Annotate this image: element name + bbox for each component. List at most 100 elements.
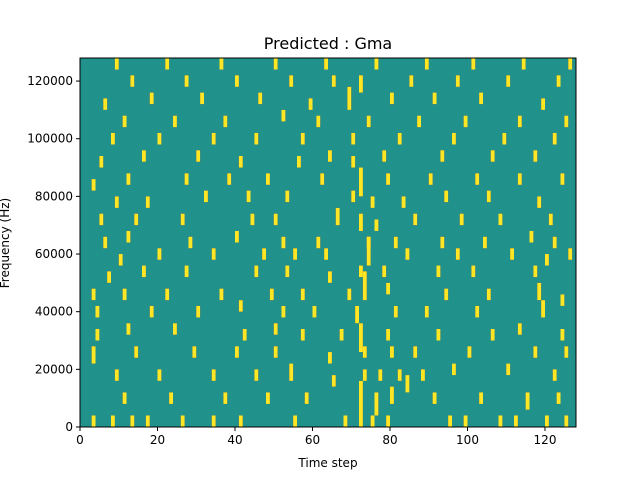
high-cell-207 (289, 75, 294, 87)
high-cell-183 (552, 132, 557, 145)
high-cell-138 (498, 213, 503, 226)
high-cell-51 (390, 346, 394, 358)
high-cell-71 (196, 305, 201, 318)
high-cell-56 (95, 328, 100, 341)
high-cell-46 (192, 346, 197, 358)
chart-title: Predicted : Gma (264, 34, 392, 53)
high-cell-78 (475, 305, 480, 318)
high-cell-74 (312, 305, 317, 318)
high-cell-73 (281, 305, 286, 318)
high-cell-191 (463, 115, 468, 128)
y-tick-label-2: 40000 (35, 305, 73, 319)
high-value-cells (91, 58, 573, 427)
high-cell-93 (107, 271, 112, 283)
high-cell-0 (91, 415, 96, 427)
high-cell-152 (126, 173, 131, 185)
high-cell-95 (184, 265, 189, 278)
high-cell-208 (331, 75, 336, 87)
high-cell-112 (455, 248, 460, 260)
high-cell-180 (397, 132, 402, 145)
high-cell-68 (560, 328, 565, 341)
high-cell-13 (463, 415, 468, 427)
high-cell-82 (165, 288, 170, 301)
high-cell-120 (281, 236, 286, 249)
high-cell-218 (324, 58, 329, 70)
high-cell-170 (382, 150, 387, 162)
high-cell-113 (510, 248, 515, 260)
high-cell-189 (366, 115, 371, 128)
high-cell-55 (564, 346, 569, 358)
high-cell-48 (273, 346, 278, 358)
high-cell-37 (362, 369, 367, 381)
high-cell-109 (324, 248, 329, 260)
high-cell-88 (386, 282, 391, 295)
high-cell-201 (432, 92, 437, 105)
high-cell-43 (552, 369, 557, 381)
high-cell-59 (242, 328, 247, 341)
high-cell-137 (459, 213, 464, 226)
high-cell-168 (328, 150, 332, 162)
high-cell-162 (560, 173, 565, 185)
high-cell-155 (266, 173, 270, 185)
high-cell-101 (436, 265, 441, 278)
x-tick-label-2: 40 (227, 433, 242, 447)
high-cell-148 (444, 190, 449, 203)
high-cell-31 (114, 369, 119, 381)
high-cell-140 (114, 196, 119, 208)
high-cell-149 (486, 190, 491, 203)
high-cell-64 (386, 328, 391, 341)
high-cell-52 (413, 346, 418, 358)
high-cell-127 (552, 236, 557, 249)
high-cell-111 (405, 248, 410, 260)
high-cell-83 (219, 288, 224, 301)
high-cell-173 (533, 150, 538, 162)
high-cell-14 (498, 415, 503, 427)
high-cell-181 (452, 132, 456, 145)
high-cell-103 (533, 265, 538, 278)
high-cell-77 (424, 305, 429, 318)
high-cell-17 (564, 415, 569, 427)
high-cell-98 (328, 271, 332, 283)
high-cell-174 (111, 132, 115, 145)
high-cell-25 (390, 386, 394, 404)
high-cell-10 (370, 415, 375, 427)
high-cell-22 (304, 392, 309, 404)
high-cell-119 (235, 230, 239, 243)
high-cell-15 (514, 415, 518, 427)
y-axis: 0 20000 40000 60000 80000 100000 120000 (27, 74, 80, 434)
high-cell-185 (173, 115, 177, 128)
high-cell-214 (114, 58, 119, 70)
high-cell-29 (525, 392, 530, 410)
high-cell-164 (142, 150, 146, 162)
high-cell-192 (517, 115, 522, 128)
high-cell-144 (285, 190, 290, 203)
high-cell-47 (235, 346, 239, 358)
high-cell-205 (184, 75, 189, 87)
high-cell-212 (506, 75, 511, 87)
high-cell-196 (200, 92, 205, 105)
high-cell-221 (471, 58, 476, 70)
x-tick-label-3: 60 (305, 433, 320, 447)
x-tick-label-1: 20 (150, 433, 165, 447)
high-cell-2 (130, 415, 135, 427)
high-cell-169 (351, 156, 356, 168)
high-cell-7 (293, 415, 298, 427)
heatmap-area (79, 57, 577, 428)
high-cell-202 (479, 92, 484, 105)
high-cell-114 (545, 254, 549, 266)
high-cell-107 (262, 248, 267, 260)
high-cell-146 (370, 196, 375, 208)
high-cell-128 (99, 213, 104, 226)
high-cell-18 (122, 392, 127, 404)
high-cell-49 (328, 352, 332, 364)
high-cell-28 (479, 392, 484, 404)
high-cell-91 (537, 282, 542, 301)
high-cell-179 (351, 132, 356, 145)
high-cell-121 (316, 236, 321, 249)
high-cell-26 (405, 375, 410, 393)
high-cell-151 (91, 179, 96, 191)
high-cell-106 (211, 248, 216, 260)
high-cell-158 (386, 173, 391, 185)
high-cell-19 (169, 392, 174, 404)
